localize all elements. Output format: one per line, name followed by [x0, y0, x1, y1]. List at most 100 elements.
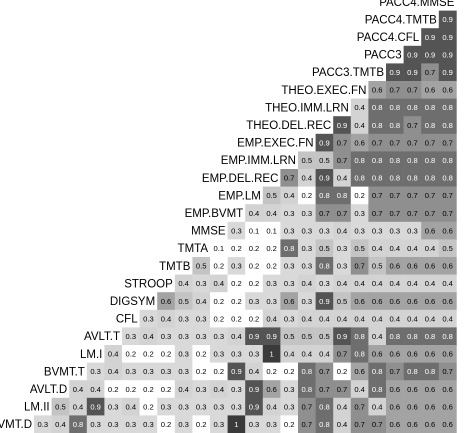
- cell-value: 0.3: [126, 332, 137, 341]
- heatmap-cell: [315, 309, 334, 328]
- cell-value: 0.2: [302, 191, 313, 200]
- cell-value: 0.6: [390, 350, 401, 359]
- cell-value: 0.3: [337, 244, 348, 253]
- heatmap-cell: [438, 133, 457, 152]
- cell-value: 0.4: [249, 367, 260, 376]
- row-label: THEO.DEL.REC: [246, 120, 331, 132]
- heatmap-cell: [386, 397, 404, 416]
- heatmap-cell: [350, 362, 369, 381]
- heatmap-cell: [438, 362, 457, 381]
- heatmap-cell: [174, 309, 193, 328]
- cell-value: 0.9: [337, 121, 348, 130]
- cell-value: 0.6: [372, 297, 383, 306]
- cell-value: 0.5: [55, 402, 66, 411]
- heatmap-cell: [403, 98, 422, 117]
- heatmap-cell: [157, 309, 176, 328]
- cell-value: 0.8: [354, 350, 365, 359]
- cell-value: 0.4: [337, 420, 348, 429]
- cell-value: 0.2: [231, 297, 242, 306]
- cell-value: 0.8: [425, 121, 436, 130]
- heatmap-cell: [333, 186, 352, 205]
- cell-value: 0.9: [442, 33, 453, 42]
- heatmap-cell: [280, 169, 299, 187]
- cell-value: 0.4: [425, 244, 436, 253]
- cell-value: 0.2: [249, 279, 260, 288]
- heatmap-cell: [262, 292, 281, 311]
- heatmap-cell: [86, 415, 105, 433]
- cell-value: 0.1: [249, 226, 260, 235]
- heatmap-cell: [280, 327, 299, 346]
- heatmap-cell: [174, 345, 193, 363]
- cell-value: 0.2: [196, 420, 207, 429]
- cell-value: 0.4: [266, 209, 277, 218]
- cell-value: 0.4: [126, 402, 137, 411]
- heatmap-cell: [386, 327, 404, 346]
- heatmap-cell: [368, 98, 387, 117]
- cell-value: 0.2: [284, 367, 295, 376]
- cell-value: 0.5: [442, 244, 453, 253]
- cell-value: 0.4: [337, 402, 348, 411]
- row-label: EMP.LM: [218, 190, 261, 202]
- cell-value: 0.3: [231, 350, 242, 359]
- cell-value: 0.7: [302, 402, 313, 411]
- heatmap-cell: [245, 397, 264, 416]
- cell-value: 0.7: [337, 138, 348, 147]
- cell-value: 0.4: [390, 279, 401, 288]
- cell-value: 0.6: [354, 297, 365, 306]
- cell-value: 0.9: [249, 385, 260, 394]
- heatmap-cell: [368, 362, 387, 381]
- cell-value: 0.3: [302, 244, 313, 253]
- row-label: BVMT.D: [0, 419, 32, 431]
- heatmap-cell: [280, 186, 299, 205]
- heatmap-cell: [333, 292, 352, 311]
- heatmap-cell: [280, 345, 299, 363]
- cell-value: 0.3: [284, 402, 295, 411]
- heatmap-cell: [438, 415, 457, 433]
- heatmap-cell: [51, 397, 70, 416]
- cell-value: 0.5: [319, 156, 330, 165]
- heatmap-cell: [315, 327, 334, 346]
- heatmap-cell: [368, 116, 387, 135]
- heatmap-cell: [438, 309, 457, 328]
- heatmap-cell: [245, 380, 264, 399]
- heatmap-cell: [139, 327, 158, 346]
- heatmap-cell: [438, 397, 457, 416]
- heatmap-cell: [333, 274, 352, 293]
- heatmap-cell: [139, 362, 158, 381]
- heatmap-cell: [298, 362, 316, 381]
- heatmap-cell: [245, 204, 264, 223]
- heatmap-cell: [227, 221, 246, 240]
- heatmap-cell: [192, 292, 211, 311]
- cell-value: 0.7: [319, 385, 330, 394]
- heatmap-cell: [438, 204, 457, 223]
- cell-value: 0.6: [442, 226, 453, 235]
- cell-value: 0.4: [425, 279, 436, 288]
- cell-value: 0.2: [196, 367, 207, 376]
- heatmap-cell: [421, 397, 440, 416]
- row-label: EMP.IMM.LRN: [221, 155, 296, 167]
- cell-value: 0.7: [390, 209, 401, 218]
- heatmap-cell: [122, 327, 140, 346]
- cell-value: 0.8: [302, 385, 313, 394]
- cell-value: 0.5: [319, 332, 330, 341]
- cell-value: 0.4: [178, 385, 189, 394]
- cell-value: 0.3: [354, 226, 365, 235]
- cell-value: 0.4: [266, 402, 277, 411]
- heatmap-cell: [438, 257, 457, 275]
- cell-value: 0.3: [178, 367, 189, 376]
- cell-value: 0.4: [196, 297, 207, 306]
- heatmap-cell: [386, 239, 404, 258]
- cell-value: 0.8: [407, 156, 418, 165]
- cell-value: 0.7: [442, 191, 453, 200]
- cell-value: 0.3: [231, 226, 242, 235]
- heatmap-cell: [192, 309, 211, 328]
- cell-value: 0.4: [284, 350, 295, 359]
- cell-value: 0.4: [407, 314, 418, 323]
- heatmap-cell: [192, 380, 211, 399]
- heatmap-cell: [174, 292, 193, 311]
- heatmap-cell: [350, 116, 369, 135]
- cell-value: 0.2: [214, 297, 225, 306]
- heatmap-cell: [350, 345, 369, 363]
- heatmap-cell: [421, 380, 440, 399]
- heatmap-cell: [438, 186, 457, 205]
